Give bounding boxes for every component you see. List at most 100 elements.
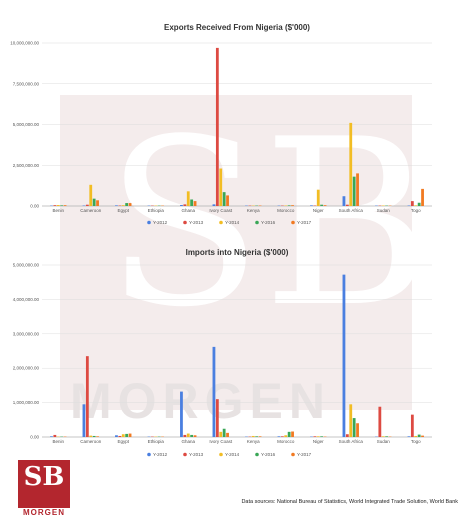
bar: [407, 436, 411, 437]
x-tick-label: Egypt: [117, 439, 129, 444]
bar: [410, 201, 414, 206]
bar: [186, 191, 190, 206]
data-source-note: Data sources: National Bureau of Statist…: [241, 499, 458, 505]
bar: [414, 205, 418, 206]
bar: [212, 204, 216, 206]
watermark-background: [60, 95, 412, 410]
bar: [356, 173, 359, 206]
bar: [186, 433, 190, 437]
x-tick-label: Togo: [411, 208, 421, 213]
x-tick-label: Ghana: [181, 208, 195, 213]
y-tick-label: 5,000,000.00: [13, 263, 40, 268]
bar: [280, 436, 284, 437]
legend-label: Y-2014: [225, 220, 240, 225]
bar: [56, 205, 60, 206]
y-tick-label: 0.00: [30, 204, 39, 209]
x-tick-label: Niger: [313, 208, 324, 213]
legend-marker: [219, 452, 223, 457]
bar: [190, 199, 194, 206]
imports-chart: Imports into Nigeria ($'000) 0.00 1,000,00…: [13, 248, 432, 457]
x-tick-label: Cameroon: [80, 439, 102, 444]
y-tick-label: 7,500,000.00: [13, 81, 40, 86]
x-tick-label: Egypt: [117, 208, 129, 213]
bar: [255, 436, 259, 437]
bar: [356, 423, 359, 437]
x-tick-label: Benin: [52, 208, 64, 213]
bar: [284, 435, 288, 437]
bar: [417, 434, 421, 437]
bar: [180, 205, 183, 206]
bar: [277, 436, 281, 437]
bar: [345, 204, 349, 206]
bar: [313, 436, 317, 437]
bar: [310, 205, 313, 206]
bar: [287, 205, 291, 206]
bar: [96, 200, 99, 206]
bar: [85, 204, 89, 206]
bar: [115, 435, 118, 437]
bar: [291, 205, 294, 206]
chart-title: Exports Received From Nigeria ($'000): [164, 23, 310, 32]
bar: [89, 184, 93, 206]
bar: [342, 196, 346, 206]
bar: [128, 203, 132, 206]
legend-label: Y-2017: [297, 220, 312, 225]
bar: [89, 435, 93, 437]
bar: [352, 418, 356, 437]
bar: [85, 356, 89, 437]
bar: [128, 433, 132, 437]
bar: [226, 432, 229, 437]
bar: [125, 203, 129, 206]
x-tick-label: Ethiopia: [148, 439, 165, 444]
legend-label: Y-2012: [153, 220, 168, 225]
bar: [251, 435, 255, 437]
bar: [53, 434, 57, 437]
x-tick-label: Kenya: [247, 439, 260, 444]
logo-wordmark: MORGEN: [23, 508, 65, 517]
bar: [183, 204, 187, 206]
bar: [180, 391, 183, 437]
legend-marker: [255, 220, 259, 225]
bar: [349, 122, 353, 206]
bar: [287, 431, 291, 437]
bar: [193, 435, 197, 437]
exports-chart: Exports Received From Nigeria ($'000) 0.0…: [10, 23, 432, 225]
bar: [414, 435, 418, 437]
bar: [53, 205, 57, 206]
x-tick-label: Ivory Coast: [209, 208, 233, 213]
chart-title: Imports into Nigeria ($'000): [186, 248, 289, 257]
bar: [215, 399, 219, 437]
bar: [183, 434, 187, 437]
legend-marker: [291, 220, 295, 225]
bar: [125, 433, 129, 437]
bar: [410, 414, 414, 437]
legend-marker: [147, 452, 151, 457]
bar: [421, 435, 424, 437]
bar: [320, 436, 324, 437]
y-tick-label: 5,000,000.00: [13, 122, 40, 127]
bar: [316, 189, 320, 206]
bar: [349, 404, 353, 437]
y-tick-label: 10,000,000.00: [10, 41, 39, 46]
watermark-word: MORGEN: [70, 373, 331, 429]
bar: [82, 404, 86, 437]
bar: [115, 205, 118, 206]
legend-marker: [255, 452, 259, 457]
x-tick-label: Sudan: [377, 439, 391, 444]
bar: [96, 436, 99, 437]
legend-label: Y-2013: [189, 452, 204, 457]
x-tick-label: Cameroon: [80, 208, 102, 213]
bar: [118, 435, 122, 437]
bar: [316, 436, 320, 437]
bar: [291, 431, 294, 437]
legend-label: Y-2014: [225, 452, 240, 457]
legend-marker: [183, 220, 187, 225]
bar: [121, 205, 125, 206]
x-tick-label: Ethiopia: [148, 208, 165, 213]
bar: [50, 436, 53, 437]
bar: [378, 406, 382, 437]
bar: [63, 205, 67, 206]
bar: [60, 205, 64, 206]
bar: [323, 205, 327, 206]
x-tick-label: South Africa: [339, 208, 364, 213]
